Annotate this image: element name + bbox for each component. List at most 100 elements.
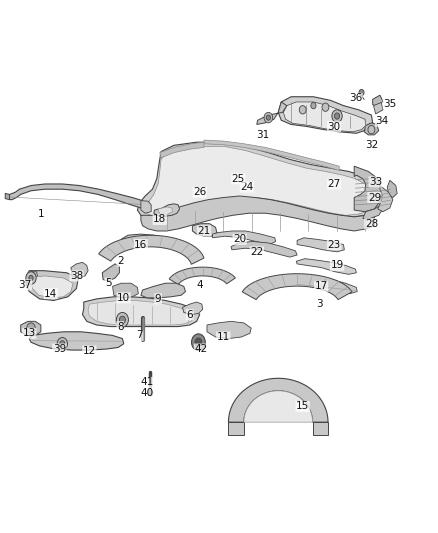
Polygon shape [295, 274, 357, 294]
Text: 9: 9 [155, 294, 161, 304]
Text: 19: 19 [330, 261, 344, 270]
Polygon shape [29, 332, 124, 350]
Polygon shape [154, 204, 180, 216]
Text: 22: 22 [250, 247, 263, 257]
Circle shape [148, 390, 153, 396]
Text: 2: 2 [117, 256, 124, 266]
Polygon shape [278, 97, 373, 133]
Text: 38: 38 [70, 271, 83, 281]
Circle shape [335, 113, 339, 119]
Polygon shape [374, 102, 383, 114]
Polygon shape [207, 321, 251, 338]
Polygon shape [121, 234, 177, 248]
Text: 32: 32 [365, 140, 378, 150]
Text: 37: 37 [18, 280, 32, 290]
Text: 30: 30 [328, 122, 341, 132]
Polygon shape [146, 147, 376, 216]
Text: 27: 27 [328, 179, 341, 189]
Polygon shape [141, 201, 151, 213]
Polygon shape [229, 422, 244, 435]
Text: 8: 8 [117, 321, 124, 332]
Polygon shape [82, 297, 200, 327]
Text: 11: 11 [217, 332, 230, 342]
Polygon shape [158, 207, 173, 214]
Text: 13: 13 [23, 328, 36, 338]
Circle shape [117, 312, 128, 327]
Circle shape [332, 110, 342, 123]
Text: 15: 15 [296, 401, 309, 411]
Circle shape [26, 272, 36, 284]
Text: 5: 5 [105, 278, 112, 288]
Polygon shape [10, 184, 145, 208]
Polygon shape [113, 283, 138, 298]
Text: 20: 20 [233, 235, 246, 244]
Text: 24: 24 [240, 182, 254, 192]
Circle shape [264, 112, 272, 123]
Text: 36: 36 [349, 93, 362, 103]
Polygon shape [364, 123, 379, 135]
Text: 21: 21 [198, 226, 211, 236]
Polygon shape [141, 283, 186, 298]
Text: 18: 18 [153, 214, 166, 224]
Polygon shape [5, 193, 10, 200]
Text: 28: 28 [365, 219, 378, 229]
Polygon shape [229, 378, 328, 422]
Circle shape [322, 103, 329, 111]
Text: 4: 4 [196, 280, 203, 290]
Polygon shape [169, 267, 235, 285]
Polygon shape [204, 140, 339, 171]
Circle shape [29, 276, 33, 280]
Circle shape [266, 115, 271, 120]
Text: 14: 14 [44, 289, 57, 298]
Polygon shape [141, 196, 374, 231]
Polygon shape [183, 302, 203, 314]
Text: 33: 33 [369, 177, 382, 187]
Circle shape [311, 102, 316, 109]
Polygon shape [71, 262, 88, 278]
Polygon shape [363, 205, 383, 219]
Text: 16: 16 [134, 239, 148, 249]
Circle shape [27, 323, 35, 333]
Polygon shape [31, 272, 38, 284]
Circle shape [60, 341, 65, 347]
Circle shape [359, 90, 364, 96]
Polygon shape [212, 231, 276, 245]
Polygon shape [21, 321, 41, 335]
Polygon shape [373, 95, 383, 107]
Circle shape [120, 316, 125, 324]
Text: 35: 35 [383, 99, 396, 109]
Text: 31: 31 [256, 130, 269, 140]
Circle shape [299, 106, 306, 114]
Text: 34: 34 [375, 116, 389, 126]
Polygon shape [378, 185, 393, 212]
Text: 42: 42 [194, 344, 208, 354]
Circle shape [191, 334, 205, 351]
Polygon shape [283, 102, 366, 132]
Text: 23: 23 [328, 239, 341, 249]
Circle shape [195, 338, 202, 346]
Text: 3: 3 [317, 299, 323, 309]
Polygon shape [102, 264, 120, 281]
Text: 1: 1 [38, 209, 44, 219]
Polygon shape [242, 274, 352, 300]
Polygon shape [26, 271, 78, 301]
Circle shape [368, 125, 375, 134]
Text: 41: 41 [140, 377, 153, 387]
Polygon shape [99, 235, 204, 264]
Polygon shape [297, 238, 344, 252]
Text: 25: 25 [232, 174, 245, 184]
Text: 6: 6 [187, 310, 193, 320]
Polygon shape [88, 301, 193, 325]
Text: 12: 12 [83, 346, 96, 356]
Polygon shape [313, 422, 328, 435]
Polygon shape [354, 166, 381, 212]
Polygon shape [31, 276, 73, 298]
Text: 29: 29 [368, 192, 381, 203]
Text: 7: 7 [136, 330, 143, 341]
Text: 26: 26 [193, 187, 206, 197]
Polygon shape [160, 142, 204, 158]
Polygon shape [296, 259, 357, 274]
Polygon shape [231, 241, 297, 257]
Polygon shape [257, 102, 287, 124]
Text: 40: 40 [140, 388, 153, 398]
